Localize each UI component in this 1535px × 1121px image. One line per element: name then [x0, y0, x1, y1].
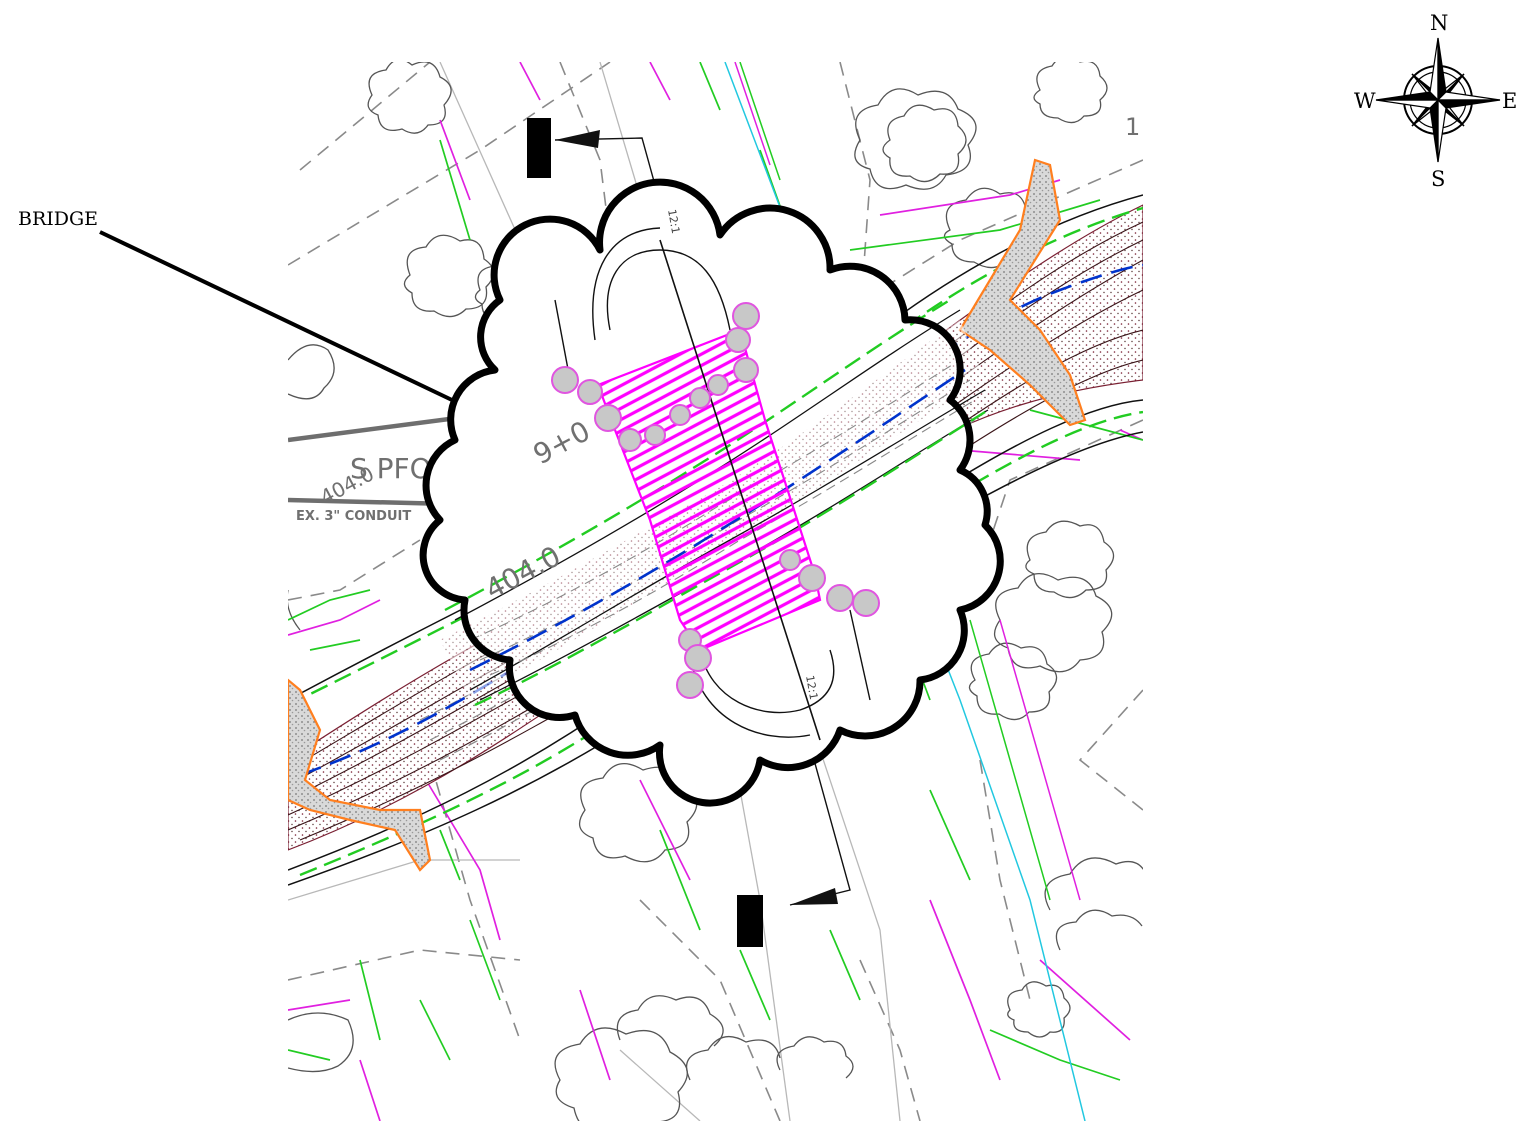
tree-canopies	[288, 62, 1143, 1121]
long-diagonal-lines	[734, 62, 1081, 901]
bridge-callout: BRIDGE	[18, 208, 453, 402]
compass-rose: N S E W	[1354, 11, 1517, 191]
compass-cardinal-points-icon	[1375, 37, 1501, 163]
revision-cloud	[419, 178, 1004, 807]
compass-west-label: W	[1354, 89, 1376, 113]
dashed-property-lines	[288, 62, 1143, 1121]
conduit-label: EX. 3" CONDUIT	[296, 509, 411, 524]
compass-south-label: S	[1431, 167, 1445, 191]
section-marker-bottom	[737, 895, 763, 947]
slope-label-bottom: 12:1	[803, 674, 820, 701]
compass-north-label: N	[1430, 11, 1448, 35]
bridge-centerline	[659, 239, 821, 741]
callout-leader	[99, 230, 453, 402]
edge-mark: 1	[1125, 113, 1140, 141]
compass-east-label: E	[1502, 89, 1517, 113]
callout-label: BRIDGE	[18, 208, 98, 230]
abutment-stones	[551, 302, 880, 699]
riprap-structures	[288, 158, 1087, 872]
bridge-detail: 12:1 12:1 9+0 404.0 404.0	[316, 178, 1004, 807]
bridge-approaches	[554, 227, 871, 738]
section-marker-top	[527, 118, 551, 178]
wetland-label: S PFO	[350, 452, 432, 485]
slope-label-top: 12:1	[665, 208, 682, 235]
